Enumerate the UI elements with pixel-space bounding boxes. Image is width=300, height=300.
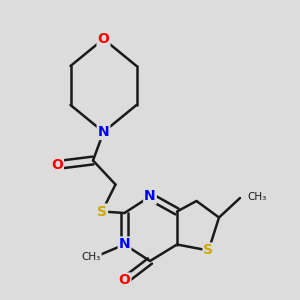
- Text: N: N: [144, 190, 156, 203]
- Text: O: O: [51, 158, 63, 172]
- Text: S: S: [97, 205, 107, 218]
- Text: CH₃: CH₃: [82, 251, 101, 262]
- Text: N: N: [98, 125, 109, 139]
- Text: CH₃: CH₃: [248, 191, 267, 202]
- Text: O: O: [98, 32, 110, 46]
- Text: S: S: [203, 244, 214, 257]
- Text: N: N: [119, 238, 130, 251]
- Text: O: O: [118, 274, 130, 287]
